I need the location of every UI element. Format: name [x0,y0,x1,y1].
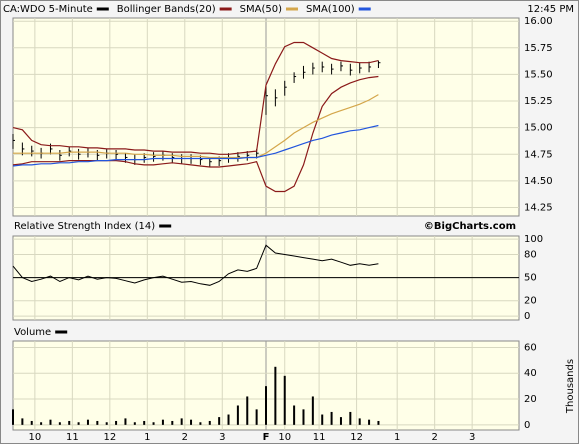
volume-bar [12,409,14,425]
timestamp: 12:45 PM [527,4,574,15]
y-tick-label: 0 [524,311,530,322]
legend-label: SMA(100) [306,4,355,15]
volume-bar [330,411,333,425]
volume-bar [293,405,296,425]
legend-label: CA:WDO 5-Minute [3,4,93,15]
volume-bar [21,418,24,425]
y-tick-label: 15.00 [524,123,553,134]
y-tick-label: 80 [524,249,537,260]
volume-bar [265,386,267,425]
volume-bar [30,420,33,425]
volume-bar [143,420,146,425]
volume-bar [68,420,71,425]
volume-bar [77,422,80,425]
x-tick-label: 12 [103,432,116,443]
x-tick-label: F [263,432,270,443]
y-tick-label: 14.75 [524,149,553,160]
volume-bar [358,418,361,425]
x-tick-label: 2 [431,432,437,443]
sma-line [13,94,379,159]
rsi-line [12,244,379,286]
sma-line [12,124,379,167]
volume-bar [152,422,155,425]
volume-bar [218,417,221,425]
y-tick-label: 100 [524,234,543,245]
volume-bar [349,411,352,425]
y-tick-label: 20 [524,296,537,307]
y-axis-label: Thousands [565,359,576,414]
volume-bar [161,419,164,425]
legend-label: Bollinger Bands(20) [117,4,216,15]
volume-bar [208,420,211,425]
y-tick-label: 20 [524,394,537,405]
volume-bar [115,420,118,425]
volume-bar [96,420,99,425]
y-tick-label: 50 [524,273,537,284]
y-tick-label: 16.00 [524,16,553,27]
x-tick-label: 11 [313,432,326,443]
volume-bar [321,414,324,425]
volume-bar [171,420,174,425]
x-tick-label: 1 [144,432,150,443]
x-tick-label: 1 [394,432,400,443]
volume-bar [190,419,193,425]
x-tick-label: 10 [28,432,41,443]
volume-bar [377,420,380,425]
legend-label: SMA(50) [240,4,282,15]
panel-title: Volume [14,327,51,338]
x-tick-label: 3 [219,432,225,443]
y-tick-label: 60 [524,342,537,353]
x-tick-label: 10 [278,432,291,443]
panel-title: Relative Strength Index (14) [14,221,155,232]
volume-bar [339,417,342,425]
volume-bar [105,422,108,425]
y-tick-label: 0 [524,420,530,431]
y-tick-label: 14.25 [524,202,553,213]
volume-bar [180,418,183,425]
volume-bar [124,418,127,425]
x-tick-label: 2 [182,432,188,443]
x-tick-label: 3 [469,432,475,443]
volume-bar [227,414,230,425]
volume-bar [311,396,314,425]
volume-bar [49,419,52,425]
volume-bar [368,419,371,425]
y-tick-label: 15.25 [524,96,553,107]
volume-bar [40,422,43,425]
volume-bar [236,405,239,425]
x-tick-label: 11 [66,432,79,443]
volume-bar [255,409,258,425]
bollinger-band [12,41,379,155]
volume-bar [246,396,249,425]
copyright: ©BigCharts.com [424,221,516,232]
volume-bar [133,422,136,425]
y-tick-label: 40 [524,368,537,379]
y-tick-label: 14.50 [524,176,553,187]
volume-bar [58,422,61,425]
volume-bar [199,422,202,425]
volume-bar [283,375,286,425]
y-tick-label: 15.75 [524,43,553,54]
y-tick-label: 15.50 [524,69,553,80]
volume-bar [86,419,89,425]
volume-bar [302,409,305,425]
x-tick-label: 12 [350,432,363,443]
volume-bar [274,366,277,425]
